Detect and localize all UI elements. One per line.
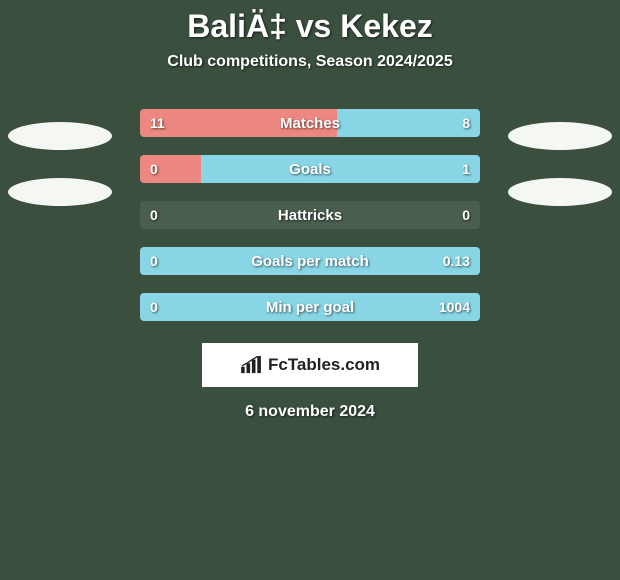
placeholder-ellipse [508, 122, 612, 150]
stat-bar: 01Goals [140, 155, 480, 183]
bar-chart-icon [240, 356, 262, 374]
stat-bar: 01004Min per goal [140, 293, 480, 321]
date-text: 6 november 2024 [0, 403, 620, 421]
stats-bars: 118Matches 01Goals 00Hattricks 00.13Goals p… [140, 109, 480, 321]
subtitle: Club competitions, Season 2024/2025 [0, 53, 620, 71]
right-placeholder-column [508, 122, 612, 206]
placeholder-ellipse [8, 122, 112, 150]
placeholder-ellipse [508, 178, 612, 206]
stat-bar: 00.13Goals per match [140, 247, 480, 275]
stat-label: Matches [140, 109, 480, 137]
stat-bar: 118Matches [140, 109, 480, 137]
stat-label: Goals per match [140, 247, 480, 275]
stat-bar: 00Hattricks [140, 201, 480, 229]
stat-label: Min per goal [140, 293, 480, 321]
stat-label: Hattricks [140, 201, 480, 229]
stat-label: Goals [140, 155, 480, 183]
logo-box: FcTables.com [202, 343, 418, 387]
placeholder-ellipse [8, 178, 112, 206]
left-placeholder-column [8, 122, 112, 206]
logo-text: FcTables.com [268, 355, 380, 375]
page-title: BaliÄ‡ vs Kekez [0, 0, 620, 45]
